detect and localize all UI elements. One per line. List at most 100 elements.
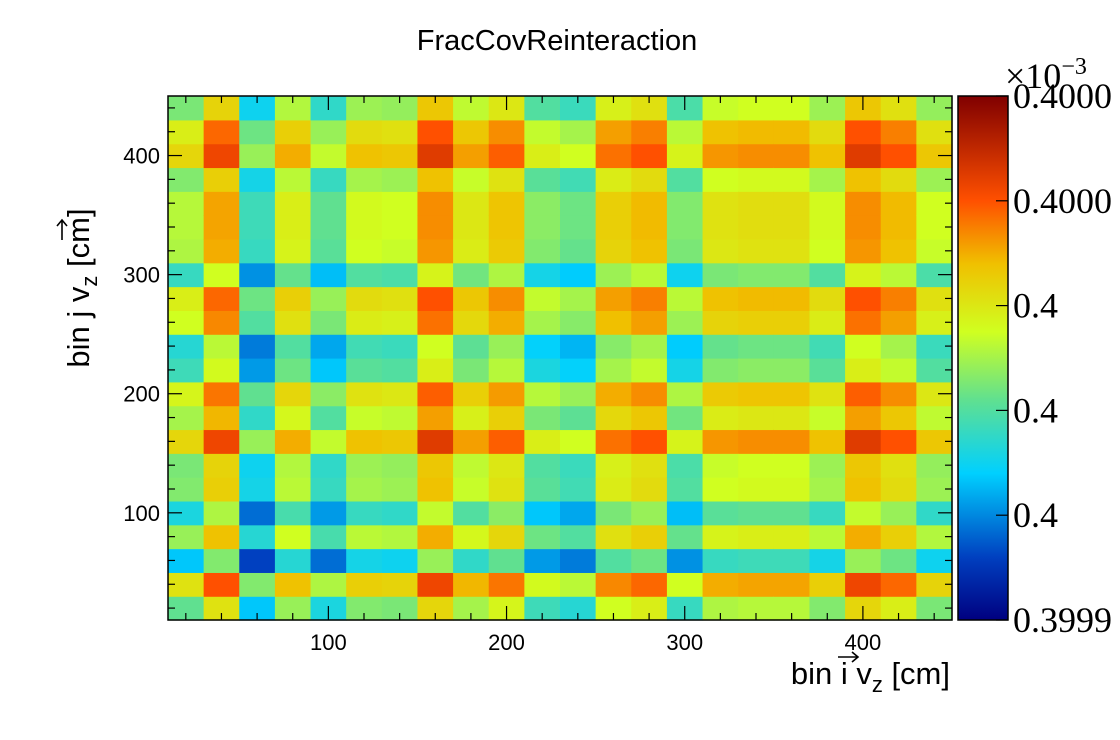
- heatmap-cell: [524, 119, 561, 145]
- heatmap-cell: [381, 334, 419, 359]
- heatmap-cell: [702, 191, 739, 216]
- heatmap-cell: [666, 477, 704, 502]
- heatmap-cell: [845, 334, 882, 359]
- heatmap-cell: [524, 453, 561, 478]
- heatmap-cell: [417, 405, 454, 431]
- heatmap-cell: [809, 119, 846, 145]
- heatmap-cell: [631, 310, 668, 335]
- heatmap-cell: [702, 477, 739, 502]
- heatmap-cell: [488, 215, 525, 240]
- heatmap-cell: [346, 548, 383, 573]
- heatmap-cell: [453, 262, 490, 288]
- heatmap-cell: [524, 572, 561, 597]
- heatmap-cell: [381, 477, 419, 502]
- heatmap-cell: [845, 310, 882, 335]
- heatmap-cell: [773, 167, 811, 192]
- heatmap-cell: [880, 358, 917, 383]
- heatmap-cell: [880, 167, 917, 192]
- heatmap-cell: [845, 548, 882, 573]
- heatmap-cell: [524, 429, 561, 454]
- heatmap-cell: [203, 286, 240, 311]
- heatmap-cell: [524, 286, 561, 311]
- heatmap-cell: [203, 358, 240, 383]
- heatmap-cell: [738, 572, 775, 597]
- heatmap-cell: [524, 143, 561, 169]
- heatmap-cell: [453, 453, 490, 478]
- heatmap-cell: [738, 191, 775, 216]
- heatmap-cell: [595, 548, 632, 573]
- heatmap-cell: [203, 500, 240, 526]
- heatmap-cell: [738, 548, 775, 573]
- heatmap-cell: [845, 429, 882, 454]
- heatmap-cell: [381, 119, 419, 145]
- heatmap-cell: [239, 477, 276, 502]
- heatmap-cell: [239, 358, 276, 383]
- x-tick-label: 400: [845, 630, 882, 655]
- heatmap-cell: [845, 143, 882, 169]
- heatmap-cell: [702, 405, 739, 431]
- heatmap-cell: [239, 310, 276, 335]
- heatmap-cell: [239, 572, 276, 597]
- heatmap-cell: [773, 143, 811, 169]
- heatmap-cell: [666, 429, 704, 454]
- heatmap-cell: [453, 500, 490, 526]
- heatmap-cell: [417, 334, 454, 359]
- heatmap-cell: [702, 334, 739, 359]
- heatmap-cell: [417, 477, 454, 502]
- heatmap-cell: [702, 215, 739, 240]
- heatmap-cell: [773, 453, 811, 478]
- heatmap-cell: [738, 381, 775, 407]
- heatmap-cell: [488, 334, 525, 359]
- heatmap-cell: [488, 358, 525, 383]
- heatmap-cell: [845, 524, 882, 550]
- heatmap-cell: [845, 405, 882, 431]
- heatmap-cell: [239, 429, 276, 454]
- heatmap-cell: [631, 405, 668, 431]
- heatmap-cell: [346, 191, 383, 216]
- heatmap-cell: [702, 286, 739, 311]
- heatmap-cell: [346, 429, 383, 454]
- heatmap-cell: [880, 262, 917, 288]
- heatmap-cell: [346, 286, 383, 311]
- heatmap-cell: [738, 286, 775, 311]
- heatmap-cell: [310, 477, 347, 502]
- heatmap-cell: [773, 191, 811, 216]
- heatmap-cell: [773, 286, 811, 311]
- heatmap-cell: [773, 429, 811, 454]
- heatmap-cell: [880, 405, 917, 431]
- heatmap-cell: [203, 548, 240, 573]
- heatmap-cell: [203, 310, 240, 335]
- heatmap-cell: [666, 215, 704, 240]
- heatmap-cell: [738, 453, 775, 478]
- heatmap-cell: [417, 238, 454, 264]
- heatmap-cell: [274, 548, 312, 573]
- heatmap-cell: [845, 191, 882, 216]
- heatmap-cell: [595, 334, 632, 359]
- heatmap-cell: [203, 238, 240, 264]
- heatmap-cell: [560, 548, 597, 573]
- heatmap-cell: [310, 119, 347, 145]
- heatmap-cell: [524, 381, 561, 407]
- heatmap-cell: [381, 453, 419, 478]
- heatmap-cell: [631, 262, 668, 288]
- heatmap-cell: [560, 238, 597, 264]
- heatmap-cell: [702, 381, 739, 407]
- heatmap-cell: [845, 572, 882, 597]
- heatmap-cell: [203, 119, 240, 145]
- heatmap-cell: [809, 572, 846, 597]
- heatmap-cell: [274, 500, 312, 526]
- heatmap-cell: [560, 310, 597, 335]
- heatmap-cell: [773, 358, 811, 383]
- heatmap-cell: [453, 405, 490, 431]
- heatmap-cell: [809, 238, 846, 264]
- heatmap-cell: [702, 143, 739, 169]
- heatmap-cell: [809, 524, 846, 550]
- heatmap-cell: [453, 381, 490, 407]
- heatmap-cell: [488, 191, 525, 216]
- heatmap-cell: [595, 215, 632, 240]
- heatmap-cell: [738, 334, 775, 359]
- heatmap-cell: [595, 119, 632, 145]
- colorbar-tick-label: 0.3999: [1013, 600, 1112, 640]
- colorbar: [957, 95, 1009, 621]
